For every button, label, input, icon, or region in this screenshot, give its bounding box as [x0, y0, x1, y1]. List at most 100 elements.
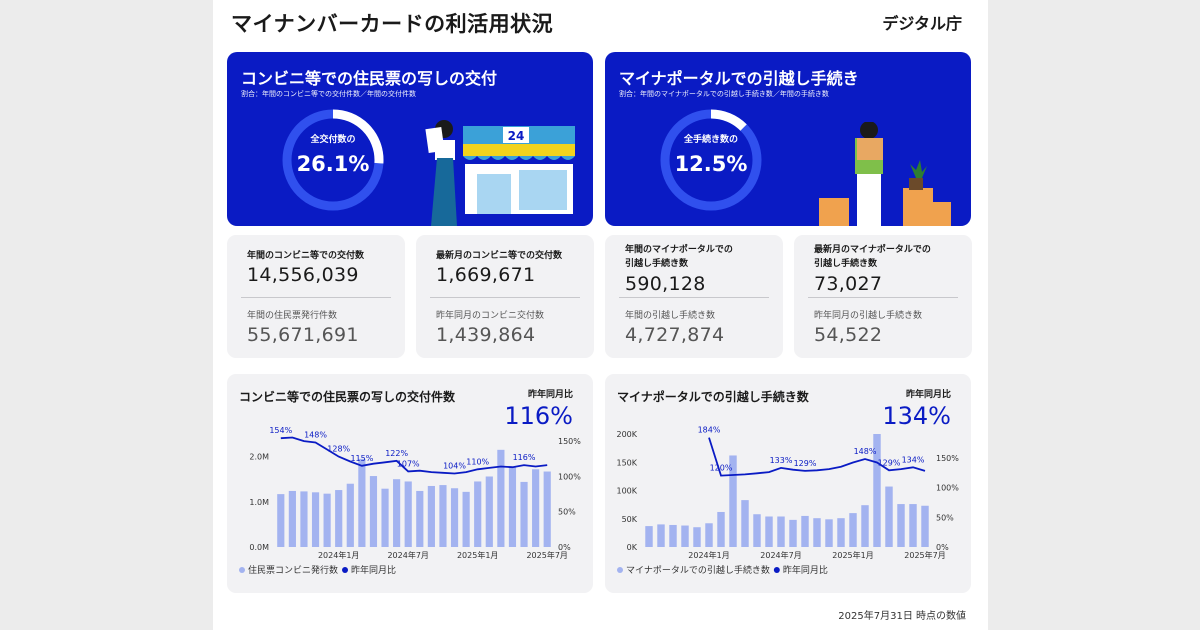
bar	[520, 481, 528, 547]
bar	[825, 519, 833, 547]
conbini-ring-value: 26.1%	[296, 152, 370, 176]
yoy-data-label: 104%	[443, 462, 466, 471]
divider	[808, 297, 958, 298]
stat-sub-value: 1,439,864	[436, 324, 536, 346]
bar	[532, 469, 540, 547]
x-tick-label: 2025年7月	[904, 550, 945, 560]
yoy-data-label: 107%	[397, 459, 420, 468]
divider	[241, 297, 391, 298]
legend-line-marker	[773, 567, 780, 573]
x-tick-label: 2024年7月	[760, 550, 801, 560]
conbini-ring-label: 全交付数の	[310, 135, 356, 145]
bar	[543, 471, 551, 547]
x-tick-label: 2024年1月	[688, 550, 729, 560]
bar	[705, 523, 713, 547]
conbini-combo-chart: 0.0M 1.0M 2.0M 0% 50% 100% 150% 154% 148%128%115…	[239, 426, 581, 576]
portal-chart-card: マイナポータルでの引越し手続き数 昨年同月比 134% 0K 50K 100K 150…	[605, 374, 971, 593]
stat-card-portal-latest: 最新月のマイナポータルでの 引越し手続き数 73,027 昨年同月の引越し手続き…	[794, 235, 972, 358]
legend-line-marker	[342, 567, 349, 573]
portal-card-subtitle: 割合：年間のマイナポータルでの引越し手続き数／年間の手続き数	[619, 90, 829, 98]
page-title: マイナンバーカードの利活用状況	[231, 12, 554, 36]
stat-value: 590,128	[625, 273, 706, 295]
portal-ring-label: 全手続き数の	[683, 135, 738, 145]
bar	[416, 490, 424, 547]
portal-summary-card: マイナポータルでの引越し手続き 割合：年間のマイナポータルでの引越し手続き数／年…	[605, 52, 971, 226]
dashboard-page: マイナンバーカードの利活用状況 デジタル庁 コンビニ等での住民票の写しの交付 割…	[213, 0, 988, 630]
bar	[873, 434, 881, 547]
store-sign-text: 24	[508, 129, 525, 143]
yoy-data-label: 184%	[698, 426, 721, 435]
bar	[669, 524, 677, 547]
y-tick-label: 2.0M	[249, 453, 269, 462]
moving-person-illustration	[819, 122, 951, 226]
divider	[619, 297, 769, 298]
stat-sub-label: 年間の引越し手続き数	[625, 311, 716, 321]
bar	[450, 488, 459, 547]
conbini-ratio-arc	[282, 109, 384, 211]
stat-sub-value: 54,522	[814, 324, 883, 346]
bar	[508, 466, 517, 547]
yoy-data-label: 115%	[350, 454, 373, 463]
bar	[921, 505, 929, 547]
yoy-data-label: 133%	[770, 456, 793, 465]
bar	[323, 493, 331, 547]
y2-tick-label: 0%	[936, 543, 949, 552]
yoy-data-label: 120%	[710, 464, 733, 473]
bar	[765, 516, 773, 547]
bar	[277, 494, 285, 547]
bar	[439, 485, 447, 547]
y2-tick-label: 150%	[936, 454, 959, 463]
yoy-value: 116%	[504, 402, 573, 430]
bar	[729, 455, 737, 547]
yoy-value: 134%	[882, 402, 951, 430]
conbini-ratio-ring	[282, 109, 384, 211]
legend-bar-label: マイナポータルでの引越し手続き数	[626, 564, 770, 576]
stat-label: 最新月のコンビニ等での交付数	[436, 251, 563, 261]
bar	[381, 488, 389, 547]
conbini-summary-card: コンビニ等での住民票の写しの交付 割合：年間のコンビニ等での交付件数／年間の交付…	[227, 52, 593, 226]
bar	[462, 491, 470, 547]
x-tick-label: 2025年1月	[457, 550, 498, 560]
bar	[427, 485, 435, 547]
conbini-card-subtitle: 割合：年間のコンビニ等での交付件数／年間の交付件数	[241, 90, 416, 98]
x-tick-label: 2024年7月	[387, 550, 428, 560]
bar	[404, 481, 412, 547]
stat-value: 73,027	[814, 273, 883, 295]
stat-label: 年間のマイナポータルでの 引越し手続き数	[625, 245, 733, 269]
x-tick-label: 2025年7月	[526, 550, 567, 560]
bar	[645, 526, 653, 547]
bar	[474, 481, 482, 547]
portal-card-title: マイナポータルでの引越し手続き	[619, 69, 859, 88]
stat-label: 最新月のマイナポータルでの 引越し手続き数	[814, 245, 931, 269]
portal-combo-chart: 0K 50K 100K 150K 200K 0% 50% 100% 150% 184% 120% 13…	[616, 426, 959, 576]
yoy-label: 昨年同月比	[905, 390, 951, 400]
x-tick-label: 2025年1月	[832, 550, 873, 560]
stat-value: 1,669,671	[436, 264, 536, 286]
bar	[909, 504, 917, 547]
y2-tick-label: 150%	[558, 437, 581, 446]
stat-sub-value: 4,727,874	[625, 324, 725, 346]
y-tick-label: 50K	[622, 515, 638, 524]
stat-card-portal-annual: 年間のマイナポータルでの 引越し手続き数 590,128 年間の引越し手続き数 …	[605, 235, 783, 358]
yoy-data-label: 110%	[466, 457, 489, 466]
yoy-line	[708, 437, 926, 477]
bar	[288, 490, 296, 547]
y2-tick-label: 100%	[558, 472, 581, 481]
convenience-store-illustration: 24	[425, 120, 575, 226]
stat-sub-value: 55,671,691	[247, 324, 359, 346]
chart-title: マイナポータルでの引越し手続き数	[617, 390, 809, 404]
bar	[753, 514, 761, 547]
yoy-data-label: 129%	[794, 459, 817, 468]
y2-tick-label: 50%	[936, 513, 954, 522]
y-tick-label: 100K	[616, 487, 637, 496]
yoy-label: 昨年同月比	[527, 390, 573, 400]
bar	[346, 483, 354, 547]
legend-bar-marker	[617, 567, 623, 573]
y-tick-label: 200K	[616, 430, 637, 439]
bar	[717, 511, 725, 547]
bar	[693, 527, 701, 547]
yoy-data-label: 154%	[269, 426, 292, 435]
bar	[335, 490, 343, 547]
y-tick-label: 1.0M	[249, 498, 269, 507]
as-of-date: 2025年7月31日 時点の数値	[838, 611, 966, 622]
